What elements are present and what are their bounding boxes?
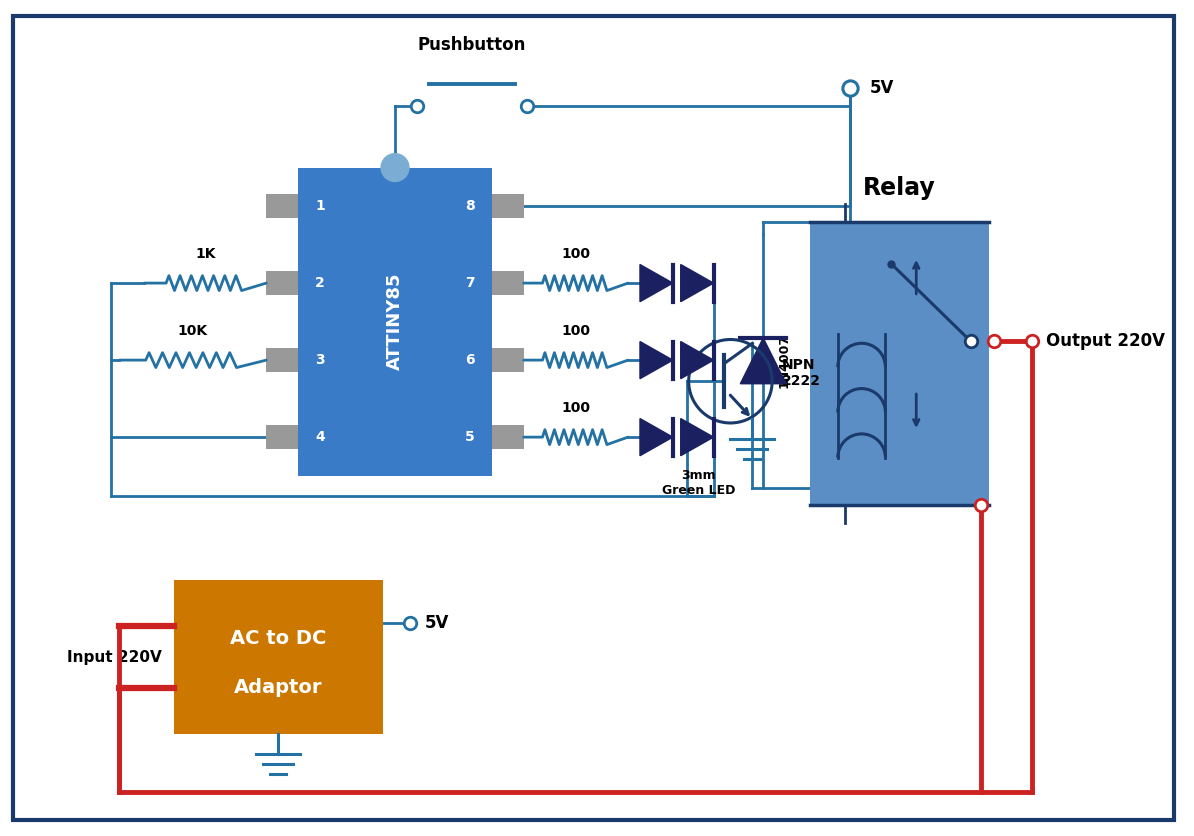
Text: 5V: 5V: [869, 79, 894, 97]
Text: 4: 4: [315, 431, 325, 444]
FancyBboxPatch shape: [13, 16, 1174, 820]
Text: 8: 8: [466, 199, 475, 213]
FancyBboxPatch shape: [266, 194, 298, 218]
Text: Output 220V: Output 220V: [1046, 333, 1165, 350]
Text: 7: 7: [466, 276, 475, 290]
Circle shape: [381, 154, 408, 181]
Text: AC to DC: AC to DC: [230, 629, 326, 648]
FancyBboxPatch shape: [810, 222, 989, 506]
Polygon shape: [681, 419, 714, 456]
FancyBboxPatch shape: [492, 271, 524, 295]
Text: 1: 1: [315, 199, 325, 213]
Text: 6: 6: [466, 353, 475, 367]
Text: ATTINY85: ATTINY85: [386, 273, 404, 370]
Text: 10K: 10K: [178, 324, 208, 339]
FancyBboxPatch shape: [174, 580, 382, 734]
Polygon shape: [681, 264, 714, 302]
Text: 5V: 5V: [424, 614, 449, 632]
Polygon shape: [640, 264, 672, 302]
FancyBboxPatch shape: [266, 348, 298, 372]
FancyBboxPatch shape: [492, 426, 524, 449]
Text: 3mm
Green LED: 3mm Green LED: [661, 469, 736, 497]
FancyBboxPatch shape: [266, 271, 298, 295]
Polygon shape: [640, 342, 672, 379]
Text: 1N4007: 1N4007: [777, 334, 790, 388]
Text: 100: 100: [561, 401, 590, 415]
Text: Pushbutton: Pushbutton: [418, 36, 527, 54]
Text: 100: 100: [561, 247, 590, 261]
Polygon shape: [640, 419, 672, 456]
FancyBboxPatch shape: [298, 167, 492, 476]
FancyBboxPatch shape: [266, 426, 298, 449]
Text: Input 220V: Input 220V: [67, 650, 162, 665]
Text: 1K: 1K: [195, 247, 215, 261]
Text: Relay: Relay: [863, 176, 936, 201]
Text: 2: 2: [315, 276, 325, 290]
Text: 3: 3: [315, 353, 325, 367]
FancyBboxPatch shape: [492, 194, 524, 218]
Text: Adaptor: Adaptor: [234, 678, 322, 697]
Text: 100: 100: [561, 324, 590, 339]
Text: NPN
2222: NPN 2222: [782, 358, 821, 389]
Polygon shape: [740, 338, 786, 384]
Polygon shape: [681, 342, 714, 379]
Text: 5: 5: [466, 431, 475, 444]
FancyBboxPatch shape: [492, 348, 524, 372]
